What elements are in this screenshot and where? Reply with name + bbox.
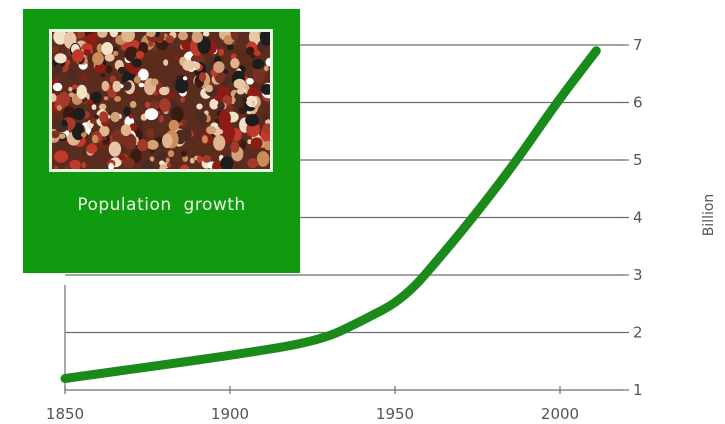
inset-panel: Population growth xyxy=(23,9,300,273)
y-tick-label-6: 6 xyxy=(633,94,643,112)
y-tick-label-3: 3 xyxy=(633,266,643,284)
y-axis-label: Billion xyxy=(701,194,717,237)
y-tick-label-2: 2 xyxy=(633,324,643,342)
y-tick-label-4: 4 xyxy=(633,209,643,227)
y-axis-ticks: 1 2 3 4 5 6 7 xyxy=(621,36,643,399)
y-tick-label-7: 7 xyxy=(633,36,643,54)
x-tick-label-1900: 1900 xyxy=(211,405,249,423)
x-tick-label-1850: 1850 xyxy=(46,405,84,423)
x-tick-label-2000: 2000 xyxy=(541,405,579,423)
population-series-line xyxy=(60,46,601,383)
y-tick-label-5: 5 xyxy=(633,151,643,169)
inset-caption: Population growth xyxy=(77,195,246,215)
x-axis-ticks: 1850 1900 1950 2000 xyxy=(46,386,579,423)
x-tick-label-1950: 1950 xyxy=(376,405,414,423)
crowd-photo xyxy=(49,29,273,172)
y-tick-label-1: 1 xyxy=(633,381,643,399)
